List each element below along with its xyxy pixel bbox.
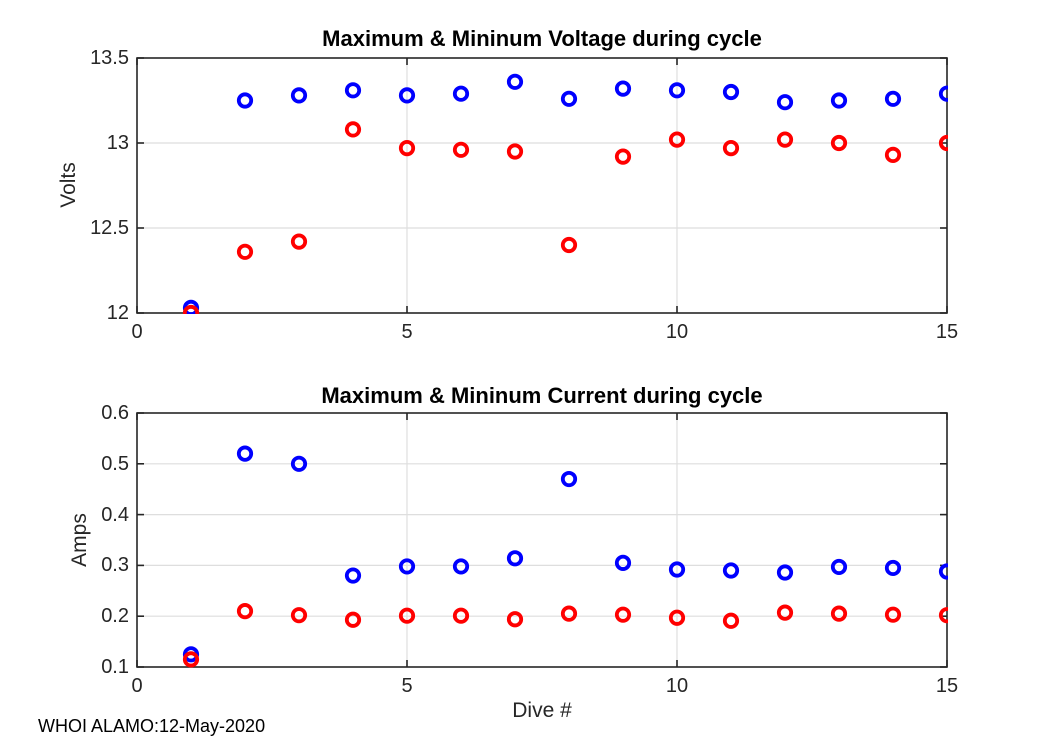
scatter-marker-max_current (884, 559, 902, 577)
scatter-marker-max_current (452, 558, 470, 575)
scatter-marker-max_current (776, 564, 794, 581)
scatter-marker-max_voltage (668, 82, 686, 99)
voltage-y-tick-label: 13.5 (90, 47, 129, 69)
scatter-marker-min_current (182, 651, 200, 668)
scatter-marker-max_current (614, 554, 632, 571)
voltage-axes-canvas (136, 57, 948, 314)
scatter-marker-min_current (236, 603, 254, 620)
scatter-marker-min_voltage (398, 140, 416, 157)
scatter-marker-min_voltage (560, 236, 578, 254)
scatter-marker-min_current (884, 606, 902, 623)
current-y-tick-label: 0.2 (101, 605, 129, 628)
scatter-marker-min_voltage (344, 121, 362, 138)
current-y-tick-label: 0.5 (101, 452, 129, 475)
voltage-y-tick-label: 12 (106, 302, 129, 324)
scatter-marker-min_current (290, 607, 308, 624)
current-y-tick-label: 0.3 (101, 554, 129, 577)
current-x-tick-label: 10 (665, 675, 689, 697)
scatter-marker-min_current (776, 604, 794, 621)
scatter-marker-min_current (398, 607, 416, 624)
scatter-marker-max_voltage (776, 94, 794, 111)
current-axes-canvas (136, 412, 948, 668)
scatter-marker-max_voltage (614, 80, 632, 97)
scatter-marker-min_voltage (722, 140, 740, 157)
figure-annotation: WHOI ALAMO:12-May-2020 (38, 716, 266, 736)
scatter-marker-min_voltage (452, 141, 470, 158)
current-y-tick-label: 0.4 (101, 503, 129, 526)
voltage-plot-title: Maximum & Mininum Voltage during cycle (322, 26, 762, 51)
voltage-y-tick-label: 12.5 (90, 217, 129, 239)
scatter-marker-max_voltage (830, 92, 848, 109)
scatter-marker-max_current (236, 445, 254, 462)
scatter-marker-max_current (722, 562, 740, 579)
scatter-marker-min_current (452, 607, 470, 624)
current-x-tick-label: 0 (131, 675, 143, 697)
scatter-marker-min_current (668, 609, 686, 626)
scatter-marker-min_voltage (614, 148, 632, 165)
scatter-marker-min_voltage (290, 233, 308, 250)
voltage-y-tick-label: 13 (106, 132, 129, 154)
current-y-axis-label: Amps (68, 513, 91, 567)
voltage-x-tick-label: 15 (935, 321, 959, 343)
scatter-marker-max_current (506, 550, 524, 567)
scatter-marker-min_voltage (506, 143, 524, 160)
scatter-marker-min_current (614, 606, 632, 623)
scatter-marker-min_current (938, 607, 948, 624)
scatter-marker-min_current (344, 611, 362, 628)
scatter-marker-min_current (506, 611, 524, 628)
scatter-marker-min_current (830, 605, 848, 622)
voltage-x-tick-label: 5 (401, 321, 413, 343)
scatter-marker-max_voltage (938, 85, 948, 102)
scatter-marker-min_voltage (236, 243, 254, 260)
scatter-marker-min_voltage (938, 134, 948, 152)
scatter-marker-max_current (290, 455, 308, 472)
scatter-marker-max_current (398, 558, 416, 575)
current-y-tick-label: 0.6 (101, 402, 129, 424)
scatter-marker-max_voltage (398, 87, 416, 104)
scatter-marker-min_voltage (668, 131, 686, 148)
scatter-marker-max_voltage (452, 85, 470, 102)
scatter-marker-max_voltage (344, 82, 362, 99)
scatter-marker-max_current (830, 558, 848, 576)
scatter-marker-min_voltage (884, 146, 902, 164)
scatter-marker-min_voltage (776, 131, 794, 148)
scatter-marker-max_current (560, 470, 578, 488)
voltage-x-tick-label: 0 (131, 321, 143, 343)
current-plot-title: Maximum & Mininum Current during cycle (321, 383, 763, 408)
scatter-marker-max_voltage (560, 90, 578, 107)
scatter-marker-min_current (722, 612, 740, 629)
scatter-marker-max_current (668, 561, 686, 578)
scatter-marker-min_voltage (182, 304, 200, 314)
scatter-marker-max_voltage (884, 90, 902, 107)
current-x-tick-label: 5 (401, 675, 413, 697)
current-x-tick-label: 15 (935, 675, 959, 697)
scatter-marker-max_current (938, 563, 948, 580)
scatter-marker-max_voltage (722, 83, 740, 101)
scatter-marker-max_voltage (506, 73, 524, 90)
scatter-marker-min_voltage (830, 134, 848, 152)
scatter-marker-min_current (560, 605, 578, 622)
voltage-x-tick-label: 10 (665, 321, 689, 343)
x-axis-label: Dive # (512, 699, 572, 722)
scatter-marker-max_voltage (290, 87, 308, 104)
current-y-tick-label: 0.1 (101, 656, 129, 678)
scatter-marker-max_voltage (236, 92, 254, 109)
scatter-marker-max_current (344, 567, 362, 584)
